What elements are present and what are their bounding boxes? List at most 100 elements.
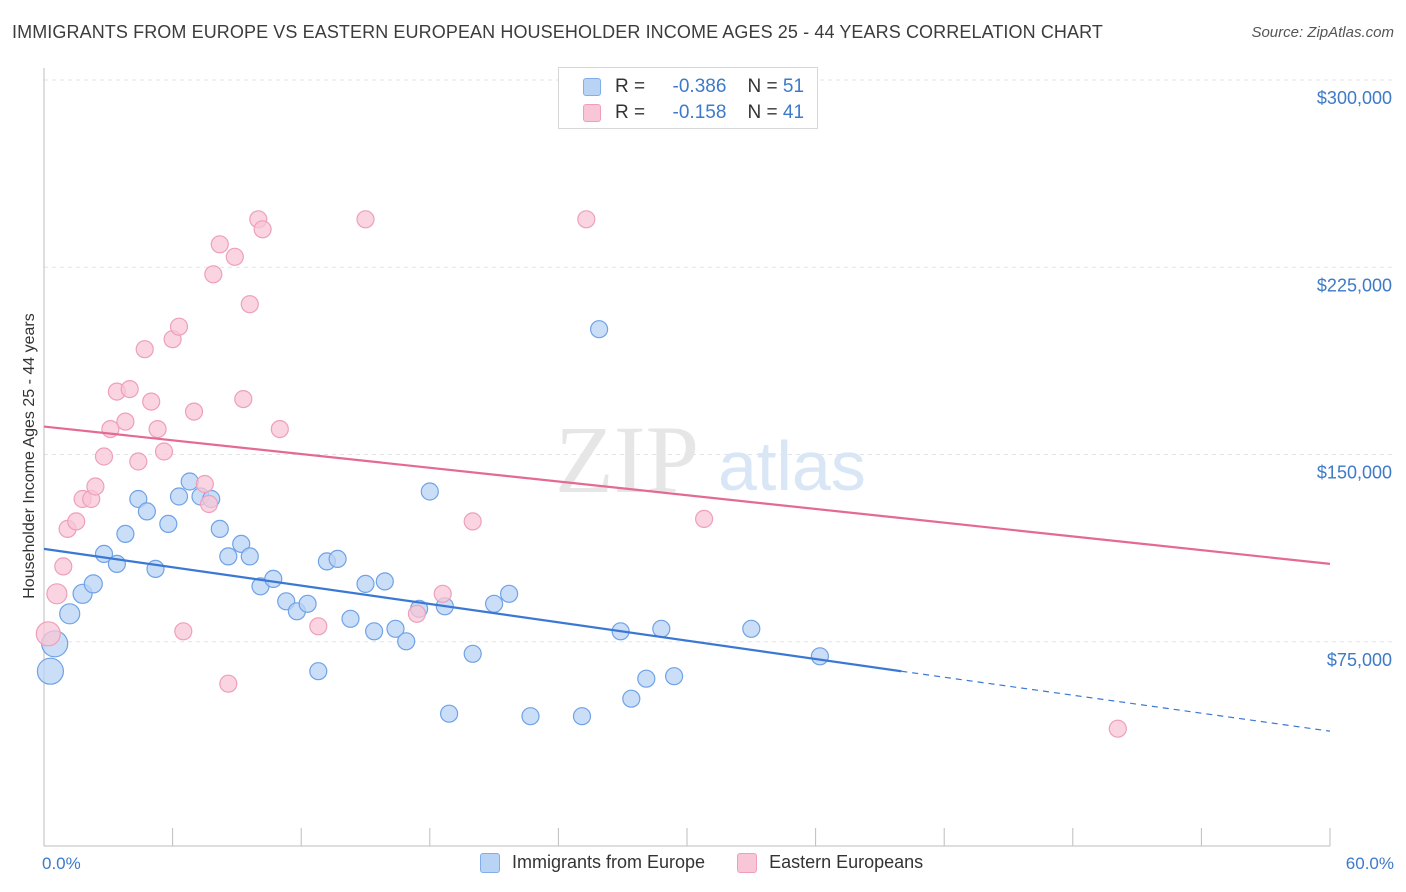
r-value: -0.158	[672, 102, 727, 123]
point-europe	[328, 549, 347, 569]
y-tick-label: $150,000	[1317, 463, 1392, 483]
point-europe	[341, 609, 360, 628]
legend-swatch-pink	[583, 104, 601, 122]
n-label: N =	[747, 102, 778, 123]
point-europe	[500, 584, 519, 603]
point-eastern	[210, 235, 229, 254]
legend-row-eastern: R = -0.158 N = 41	[583, 100, 804, 126]
point-europe	[375, 572, 394, 591]
y-tick-label: $75,000	[1327, 650, 1392, 670]
point-europe	[742, 619, 761, 638]
point-eastern	[253, 220, 272, 239]
point-europe	[180, 472, 199, 491]
watermark: ZIP atlas	[555, 406, 866, 513]
point-europe	[298, 594, 317, 613]
point-europe	[264, 569, 283, 589]
point-eastern	[148, 420, 167, 439]
point-europe	[664, 667, 684, 686]
point-eastern	[270, 420, 289, 439]
point-europe	[232, 534, 251, 554]
y-axis-label: Householder Income Ages 25 - 44 years	[21, 313, 38, 599]
point-europe	[463, 644, 482, 663]
n-value: 51	[782, 76, 805, 97]
point-eastern	[135, 340, 154, 359]
point-europe	[810, 647, 830, 666]
point-eastern	[204, 265, 223, 284]
trend-lines	[43, 425, 1331, 732]
point-europe	[309, 662, 328, 681]
point-europe	[59, 603, 81, 625]
chart-title: IMMIGRANTS FROM EUROPE VS EASTERN EUROPE…	[12, 22, 1104, 42]
point-europe	[137, 502, 156, 521]
point-eastern	[35, 621, 61, 647]
correlation-legend: R = -0.386 N = 51 R = -0.158 N = 41	[558, 67, 818, 129]
data-points	[35, 210, 1127, 738]
point-eastern	[54, 557, 73, 576]
point-eastern	[463, 512, 482, 531]
r-label: R =	[615, 76, 646, 97]
point-europe	[420, 482, 439, 501]
point-eastern	[225, 247, 244, 266]
point-eastern	[309, 617, 328, 636]
y-tick-labels: $75,000 $150,000 $225,000 $300,000	[1317, 88, 1392, 670]
point-europe	[356, 574, 375, 594]
point-europe	[637, 669, 656, 688]
point-eastern	[86, 477, 105, 496]
point-eastern	[407, 604, 426, 623]
point-eastern	[94, 447, 114, 466]
watermark-zip: ZIP	[555, 406, 699, 513]
point-eastern	[46, 583, 68, 605]
point-europe	[169, 487, 189, 506]
point-eastern	[184, 402, 204, 421]
point-europe	[397, 632, 416, 651]
legend-row-europe: R = -0.386 N = 51	[583, 74, 804, 100]
point-europe	[240, 547, 259, 566]
legend-swatch-blue	[583, 78, 601, 96]
point-eastern	[169, 317, 189, 336]
legend-item-eastern: Eastern Europeans	[737, 852, 923, 873]
point-europe	[386, 619, 405, 638]
point-eastern	[219, 674, 238, 693]
point-eastern	[356, 210, 375, 229]
legend-swatch-pink	[737, 852, 758, 873]
r-value: -0.386	[672, 76, 727, 97]
legend-label-eastern: Eastern Europeans	[769, 852, 924, 872]
point-eastern	[240, 295, 259, 314]
point-eastern	[694, 509, 714, 529]
point-europe	[159, 514, 178, 534]
legend-swatch-blue	[480, 852, 500, 873]
point-eastern	[116, 412, 135, 431]
point-europe	[116, 524, 135, 544]
point-europe	[83, 574, 103, 594]
point-eastern	[120, 380, 139, 399]
point-europe	[622, 689, 641, 708]
watermark-atlas: atlas	[718, 427, 866, 505]
x-tick-label-min: 0.0%	[42, 854, 81, 873]
point-europe	[210, 519, 229, 539]
trend-line-europe	[43, 547, 902, 673]
point-eastern	[1108, 719, 1127, 738]
point-eastern	[433, 584, 452, 603]
point-europe	[219, 547, 238, 566]
point-europe	[129, 489, 148, 509]
point-europe	[440, 704, 459, 723]
point-eastern	[195, 474, 214, 494]
point-europe	[36, 657, 65, 685]
y-tick-label: $225,000	[1317, 275, 1392, 295]
axes	[43, 68, 1331, 847]
point-europe	[485, 594, 504, 613]
point-europe	[589, 320, 609, 339]
legend-label-europe: Immigrants from Europe	[512, 852, 706, 872]
point-eastern	[129, 452, 148, 471]
point-europe	[365, 622, 384, 641]
x-tick-label-max: 60.0%	[1346, 854, 1394, 873]
y-tick-label: $300,000	[1317, 88, 1392, 108]
n-value: 41	[782, 102, 805, 123]
point-eastern	[67, 512, 86, 531]
point-europe	[652, 619, 671, 638]
point-europe	[572, 707, 592, 726]
source-label: Source: ZipAtlas.com	[1251, 24, 1394, 41]
r-label: R =	[615, 102, 646, 123]
legend-item-europe: Immigrants from Europe	[480, 852, 705, 873]
